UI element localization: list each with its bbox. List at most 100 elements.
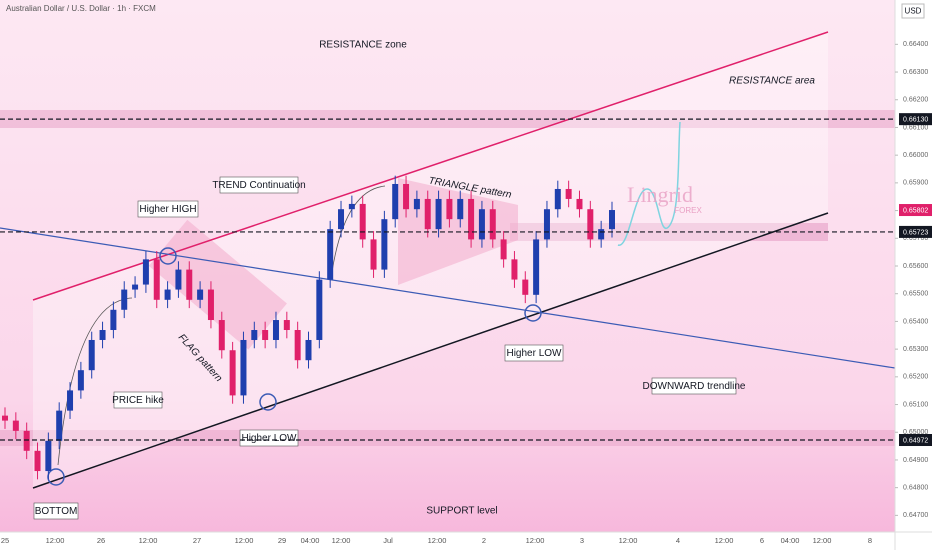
annotation: DOWNWARD trendline — [643, 381, 746, 392]
candle-body — [554, 188, 561, 210]
x-tick-label: 04:00 — [301, 536, 320, 545]
candle-body — [283, 320, 290, 331]
x-tick-label: 12:00 — [715, 536, 734, 545]
candle-body — [175, 269, 182, 290]
label-box — [651, 377, 737, 395]
price-tag — [899, 225, 932, 238]
candle-body — [23, 430, 30, 451]
x-tick-label: Jul — [383, 536, 393, 545]
annotation: Higher LOW — [241, 433, 297, 444]
x-tick-label: 2 — [482, 536, 486, 545]
candle-body — [522, 279, 529, 295]
candle-body — [305, 339, 312, 361]
y-tick-label: 0.66100 — [903, 124, 928, 131]
label-box — [33, 502, 79, 520]
x-tick-label: 12:00 — [619, 536, 638, 545]
arrow — [57, 297, 133, 466]
resistance-trendline — [32, 31, 829, 301]
candle-body — [88, 339, 95, 371]
candle-body — [370, 239, 377, 270]
candle-body — [164, 289, 171, 300]
y-tick-label: 0.65600 — [903, 263, 928, 270]
price-tag-label: 0.65723 — [903, 229, 928, 236]
x-tick-label: 4 — [676, 536, 680, 545]
candle-body — [327, 229, 334, 280]
candle-body — [468, 198, 475, 240]
y-tick-label: 0.64800 — [903, 485, 928, 492]
candle-body — [381, 219, 388, 270]
candle-body — [207, 289, 214, 321]
candle-body — [2, 415, 8, 421]
flag-box — [148, 219, 287, 350]
candle-body — [110, 309, 117, 331]
x-tick-label: 8 — [868, 536, 872, 545]
annotation: BOTTOM — [35, 506, 78, 517]
label-box — [137, 200, 199, 218]
annotation: Higher HIGH — [139, 204, 196, 215]
header: Australian Dollar / U.S. Dollar · 1h · F… — [6, 4, 156, 13]
candle-body — [12, 420, 19, 431]
candle-body — [478, 209, 485, 240]
price-tag-label: 0.65802 — [903, 207, 928, 214]
candle-body — [229, 350, 236, 396]
y-tick-label: 0.65200 — [903, 374, 928, 381]
x-tick-label: 12:00 — [46, 536, 65, 545]
candle-body — [338, 209, 345, 230]
price-tag — [899, 204, 932, 217]
support-trendline — [32, 212, 829, 489]
candle-body — [446, 198, 453, 220]
downward-trendline — [0, 227, 896, 369]
candle-body — [45, 440, 52, 472]
projection — [617, 121, 681, 246]
candle-body — [316, 279, 323, 340]
y-tick-label: 0.64700 — [903, 512, 928, 519]
candle-body — [142, 259, 149, 285]
candle-body — [609, 210, 615, 230]
candle-body — [565, 188, 572, 199]
candle-body — [576, 198, 583, 210]
x-tick-label: 25 — [1, 536, 9, 545]
support-band — [0, 430, 895, 446]
annotation: RESISTANCE zone — [319, 40, 407, 51]
candle-body — [359, 203, 366, 240]
candle-body — [121, 289, 128, 310]
annotation: RESISTANCE area — [729, 76, 815, 87]
label-box — [504, 344, 564, 362]
watermark: Lingrid — [627, 182, 693, 207]
annotation: TREND Continuation — [212, 180, 305, 191]
x-tick-label: 27 — [193, 536, 201, 545]
label-box — [219, 176, 299, 194]
y-tick-label: 0.66200 — [903, 97, 928, 104]
candle-body — [489, 209, 496, 240]
x-tick-label: 29 — [278, 536, 286, 545]
candle-body — [500, 239, 507, 260]
candle-body — [533, 239, 540, 295]
y-tick-label: 0.66300 — [903, 69, 928, 76]
candle-body — [240, 339, 247, 396]
candle-body — [392, 183, 399, 220]
y-tick-label: 0.65400 — [903, 318, 928, 325]
candle-body — [77, 370, 84, 391]
x-tick-label: 12:00 — [428, 536, 447, 545]
candle-body — [153, 259, 160, 300]
candle-body — [251, 330, 258, 340]
y-tick-label: 0.64900 — [903, 457, 928, 464]
y-tick-label: 0.66400 — [903, 41, 928, 48]
candle-body — [511, 259, 518, 280]
candle-body — [587, 209, 594, 240]
candle-body — [67, 390, 74, 411]
candle-body — [132, 284, 139, 290]
candle-body — [218, 320, 225, 351]
annotation: SUPPORT level — [426, 506, 497, 517]
candles — [2, 175, 615, 480]
currency-box — [901, 3, 925, 19]
annotation: PRICE hike — [112, 395, 164, 406]
x-tick-label: 12:00 — [139, 536, 158, 545]
candle-body — [99, 330, 106, 340]
candle-body — [348, 203, 355, 210]
x-tick-label: 12:00 — [526, 536, 545, 545]
candle-body — [435, 198, 442, 230]
y-tick-label: 0.65900 — [903, 180, 928, 187]
candle-body — [272, 320, 279, 340]
